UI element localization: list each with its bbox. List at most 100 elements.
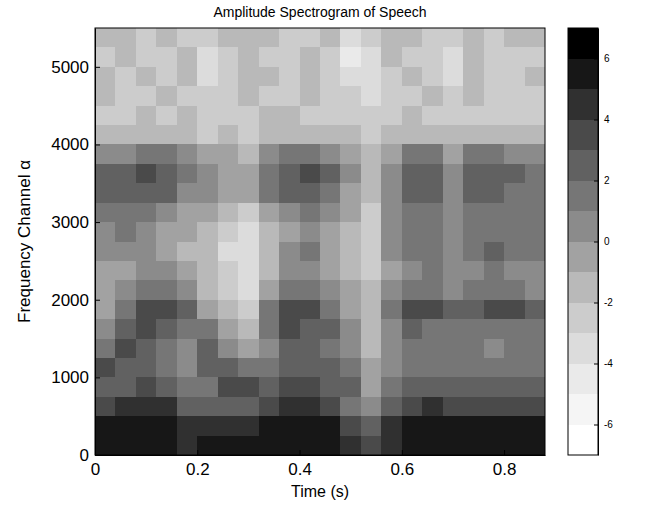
cell: [279, 300, 299, 319]
cell: [484, 397, 504, 416]
cell: [525, 144, 545, 163]
y-tick-label: 5000: [51, 58, 89, 77]
cell: [238, 164, 258, 183]
cell: [320, 397, 340, 416]
y-tick-label: 1000: [51, 368, 89, 387]
cell: [381, 125, 401, 144]
cell: [381, 144, 401, 163]
cell: [361, 358, 381, 377]
cell: [402, 358, 422, 377]
cell: [95, 106, 115, 125]
cell: [320, 261, 340, 280]
cell: [177, 416, 197, 435]
cell: [381, 397, 401, 416]
cell: [115, 67, 135, 86]
cell: [320, 436, 340, 455]
cell: [320, 222, 340, 241]
cell: [484, 125, 504, 144]
cell: [402, 261, 422, 280]
cell: [504, 144, 524, 163]
cell: [197, 106, 217, 125]
cell: [259, 300, 279, 319]
cell: [136, 436, 156, 455]
cell: [320, 358, 340, 377]
cell: [259, 280, 279, 299]
colorbar-tick: -6: [594, 419, 613, 430]
cell: [279, 222, 299, 241]
cell: [443, 358, 463, 377]
cell: [361, 397, 381, 416]
cell: [238, 125, 258, 144]
cell: [136, 86, 156, 105]
cell: [340, 222, 360, 241]
x-axis: 00.20.40.60.8: [91, 450, 546, 479]
cell: [238, 436, 258, 455]
cell: [95, 436, 115, 455]
colorbar-frame: [568, 28, 598, 455]
cell: [484, 183, 504, 202]
cell: [156, 203, 176, 222]
cell: [177, 164, 197, 183]
cell: [381, 358, 401, 377]
cell: [95, 125, 115, 144]
cell: [381, 339, 401, 358]
cell: [218, 436, 238, 455]
cell: [381, 242, 401, 261]
y-tick-label: 4000: [51, 135, 89, 154]
cell: [115, 416, 135, 435]
colorbar-tick-label: 2: [604, 175, 610, 186]
cell: [381, 436, 401, 455]
cell: [259, 144, 279, 163]
colorbar-tick: 0: [594, 236, 610, 247]
y-tick-mark: [95, 222, 100, 223]
cell: [402, 183, 422, 202]
cell: [422, 183, 442, 202]
cell: [361, 242, 381, 261]
cell: [504, 28, 524, 47]
cell: [95, 222, 115, 241]
cell: [115, 144, 135, 163]
cell: [156, 280, 176, 299]
cell: [443, 377, 463, 396]
cell: [463, 164, 483, 183]
cell: [422, 280, 442, 299]
cell: [136, 203, 156, 222]
cell: [525, 436, 545, 455]
cell: [218, 416, 238, 435]
cell: [381, 164, 401, 183]
cell: [115, 242, 135, 261]
y-tick-label: 0: [80, 446, 89, 465]
cell: [484, 242, 504, 261]
cell: [95, 144, 115, 163]
cell: [320, 416, 340, 435]
x-tick-label: 0: [91, 460, 100, 479]
cell: [443, 242, 463, 261]
cell: [156, 397, 176, 416]
cell: [115, 203, 135, 222]
cell: [422, 358, 442, 377]
cell: [525, 397, 545, 416]
cell: [156, 106, 176, 125]
cell: [177, 86, 197, 105]
x-tick-label: 0.2: [186, 460, 210, 479]
cell: [300, 416, 320, 435]
cell: [340, 144, 360, 163]
cell: [300, 319, 320, 338]
cell: [381, 28, 401, 47]
cell: [156, 222, 176, 241]
cell: [463, 242, 483, 261]
cell: [197, 339, 217, 358]
cell: [177, 183, 197, 202]
cell: [136, 339, 156, 358]
cell: [504, 319, 524, 338]
cell: [300, 222, 320, 241]
cell: [402, 125, 422, 144]
cell: [279, 242, 299, 261]
cell: [238, 144, 258, 163]
cell: [361, 106, 381, 125]
cell: [504, 242, 524, 261]
cell: [402, 280, 422, 299]
y-axis: 010002000300040005000: [51, 29, 100, 465]
cell: [463, 144, 483, 163]
cell: [300, 183, 320, 202]
